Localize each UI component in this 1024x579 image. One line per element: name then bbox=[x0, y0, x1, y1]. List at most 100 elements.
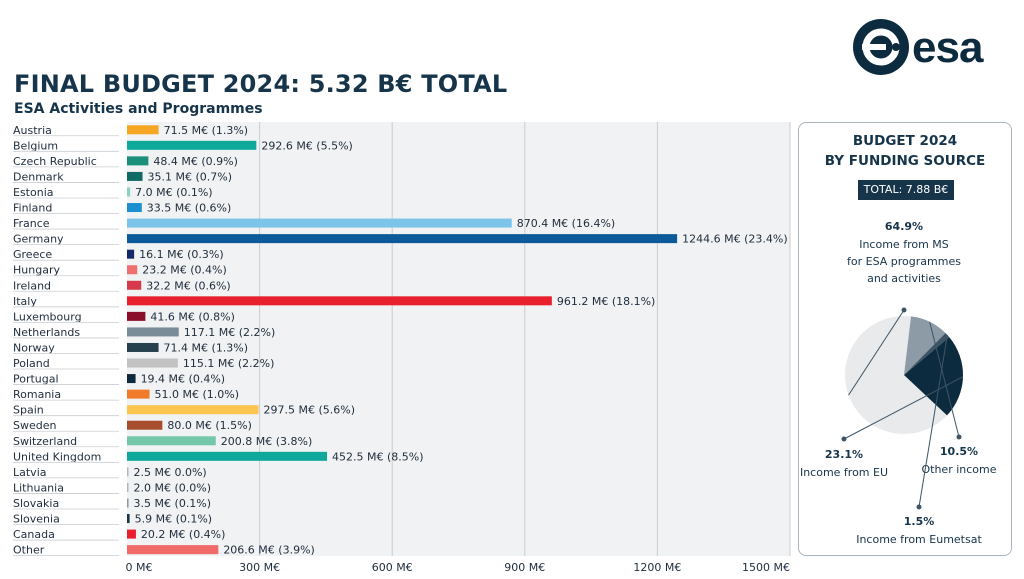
page-subtitle: ESA Activities and Programmes bbox=[14, 101, 263, 117]
pie-slice-label: Income from EU bbox=[800, 466, 888, 479]
category-label: Belgium bbox=[13, 139, 58, 152]
category-label: Greece bbox=[13, 248, 52, 261]
data-label: 71.4 M€ (1.3%) bbox=[164, 341, 249, 354]
x-tick-label: 0 M€ bbox=[126, 561, 153, 574]
category-label: Other bbox=[13, 544, 45, 557]
bar bbox=[127, 467, 129, 477]
category-label: Hungary bbox=[13, 264, 60, 277]
x-tick-label: 1200 M€ bbox=[633, 561, 681, 574]
esa-logo-text: esa bbox=[912, 23, 984, 72]
bar-chart: 0 M€ 300 M€ 600 M€ 900 M€ 1200 M€ 1500 M€ Aust… bbox=[13, 122, 791, 574]
bar bbox=[127, 156, 149, 166]
data-label: 7.0 M€ (0.1%) bbox=[135, 186, 213, 199]
bar bbox=[127, 498, 129, 508]
data-label: 1244.6 M€ (23.4%) bbox=[682, 233, 788, 246]
category-label: Romania bbox=[13, 388, 61, 401]
bar bbox=[127, 420, 163, 430]
esa-logo-dot bbox=[892, 43, 900, 51]
pie-chart: 64.9% Income from MS for ESA programmes and… bbox=[800, 220, 997, 546]
leader-dot bbox=[841, 436, 847, 442]
data-label: 16.1 M€ (0.3%) bbox=[139, 248, 224, 261]
bar bbox=[127, 171, 143, 181]
bar bbox=[127, 234, 678, 244]
category-label: Spain bbox=[13, 404, 44, 417]
data-label: 35.1 M€ (0.7%) bbox=[148, 170, 233, 183]
leader-dot bbox=[956, 434, 962, 440]
page-title: FINAL BUDGET 2024: 5.32 B€ TOTAL bbox=[14, 70, 508, 98]
bar bbox=[127, 451, 328, 461]
data-label: 870.4 M€ (16.4%) bbox=[517, 217, 616, 230]
bar bbox=[127, 358, 178, 368]
pie-title: BUDGET 2024 bbox=[852, 133, 958, 149]
category-label: Czech Republic bbox=[13, 155, 97, 168]
category-label: Canada bbox=[13, 528, 55, 541]
pie-percent-label: 10.5% bbox=[940, 445, 978, 458]
bar bbox=[127, 405, 259, 415]
category-label: Slovenia bbox=[13, 513, 60, 526]
category-label: Slovakia bbox=[13, 497, 59, 510]
category-label: Finland bbox=[13, 202, 52, 215]
pie-slice bbox=[904, 316, 946, 375]
bar bbox=[127, 203, 142, 213]
esa-logo: esa bbox=[853, 19, 985, 75]
bar bbox=[127, 125, 159, 135]
leader-line bbox=[918, 334, 948, 508]
pie-slice-label: for ESA programmes bbox=[847, 255, 961, 268]
category-label: United Kingdom bbox=[13, 450, 101, 463]
data-label: 51.0 M€ (1.0%) bbox=[155, 388, 240, 401]
category-label: Norway bbox=[13, 341, 55, 354]
data-label: 297.5 M€ (5.6%) bbox=[263, 404, 355, 417]
bar bbox=[127, 249, 135, 259]
category-label: Austria bbox=[13, 124, 52, 137]
leader-line bbox=[929, 321, 960, 438]
category-label: Germany bbox=[13, 233, 64, 246]
leader-line bbox=[848, 309, 905, 396]
data-label: 200.8 M€ (3.8%) bbox=[221, 435, 313, 448]
x-tick-label: 600 M€ bbox=[372, 561, 413, 574]
data-label: 2.0 M€ (0.0%) bbox=[134, 481, 212, 494]
x-tick-label: 900 M€ bbox=[504, 561, 545, 574]
x-tick-label: 1500 M€ bbox=[742, 561, 790, 574]
esa-logo-bar bbox=[862, 44, 886, 50]
data-label: 961.2 M€ (18.1%) bbox=[557, 295, 656, 308]
data-label: 115.1 M€ (2.2%) bbox=[183, 357, 275, 370]
bar bbox=[127, 311, 146, 321]
data-label: 206.6 M€ (3.9%) bbox=[223, 544, 315, 557]
category-label: Denmark bbox=[13, 170, 64, 183]
category-label: Italy bbox=[13, 295, 37, 308]
data-label: 2.5 M€ 0.0%) bbox=[134, 466, 207, 479]
pie-percent-label: 1.5% bbox=[904, 515, 935, 528]
bar bbox=[127, 265, 138, 275]
category-label: Latvia bbox=[13, 466, 47, 479]
funding-source-panel: BUDGET 2024 BY FUNDING SOURCE TOTAL: 7.8… bbox=[798, 122, 1012, 556]
data-label: 5.9 M€ (0.1%) bbox=[135, 513, 213, 526]
bar bbox=[127, 327, 179, 337]
bar bbox=[127, 514, 130, 524]
x-tick-label: 300 M€ bbox=[239, 561, 280, 574]
leader-line bbox=[843, 376, 964, 440]
pie-slice-label: and activities bbox=[867, 272, 941, 285]
category-label: Estonia bbox=[13, 186, 54, 199]
data-label: 20.2 M€ (0.4%) bbox=[141, 528, 226, 541]
bar bbox=[127, 280, 142, 290]
pie-subtitle: BY FUNDING SOURCE bbox=[824, 153, 986, 169]
plot-background bbox=[127, 122, 790, 556]
data-label: 33.5 M€ (0.6%) bbox=[147, 202, 232, 215]
category-label: Luxembourg bbox=[13, 310, 82, 323]
bar bbox=[127, 436, 216, 446]
category-label: Poland bbox=[13, 357, 50, 370]
pie-slice-label: Income from Eumetsat bbox=[856, 533, 982, 546]
data-label: 19.4 M€ (0.4%) bbox=[141, 373, 226, 386]
total-badge: TOTAL: 7.88 B€ bbox=[858, 180, 954, 200]
category-label: Netherlands bbox=[13, 326, 80, 339]
bar bbox=[127, 482, 129, 492]
data-label: 71.5 M€ (1.3%) bbox=[164, 124, 249, 137]
bar bbox=[127, 342, 159, 352]
pie-slice-label: Other income bbox=[921, 463, 996, 476]
bar bbox=[127, 374, 136, 384]
pie-percent-label: 23.1% bbox=[825, 448, 863, 461]
bar bbox=[127, 296, 552, 306]
data-label: 452.5 M€ (8.5%) bbox=[332, 450, 424, 463]
data-label: 48.4 M€ (0.9%) bbox=[153, 155, 238, 168]
category-label: Sweden bbox=[13, 419, 56, 432]
